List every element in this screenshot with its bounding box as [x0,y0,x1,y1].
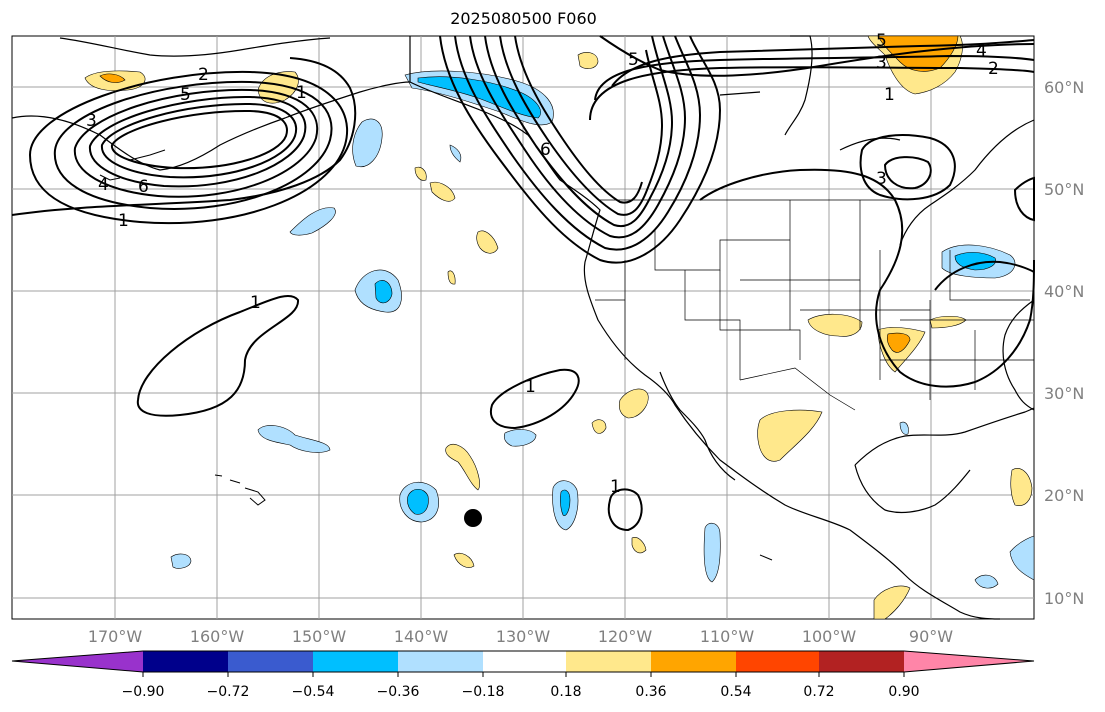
colorbar-segment [483,651,566,672]
contour-label: 3 [876,169,887,189]
lon-label: 140°W [394,627,449,646]
colorbar-segment [736,651,819,672]
lat-label: 50°N [1044,180,1084,199]
contour-label: 1 [525,377,536,397]
colorbar-segment [651,651,736,672]
lat-label: 30°N [1044,384,1084,403]
lon-label: 160°W [190,627,245,646]
location-marker [464,509,482,527]
colorbar-ticks [142,672,905,677]
colorbar-tick-label: −0.90 [122,684,165,700]
colorbar-extend-max [904,651,1034,672]
colorbar-tick-label: −0.54 [292,684,335,700]
contour-label: 3 [876,53,887,73]
contour-label: 1 [610,477,621,497]
contour-label: 1 [884,85,895,105]
contour-label: 5 [180,85,191,105]
colorbar-tick-label: 0.36 [635,684,666,700]
lon-label: 120°W [598,627,653,646]
contour-label: 5 [628,50,639,70]
colorbar-segment [819,651,904,672]
contour-label: 1 [118,211,129,231]
colorbar-tick-label: 0.54 [720,684,751,700]
lon-label: 150°W [292,627,347,646]
colorbar-tick-label: −0.18 [462,684,505,700]
lon-label: 100°W [802,627,857,646]
lon-label: 90°W [909,627,953,646]
colorbar-tick-label: 0.18 [550,684,581,700]
contour-label: 1 [296,83,307,103]
colorbar-segment [313,651,398,672]
lat-label: 10°N [1044,589,1084,608]
contour-label: 1 [250,293,261,313]
contour-label: 6 [540,140,551,160]
colorbar-segment [228,651,313,672]
contour-label: 6 [138,177,149,197]
lon-label: 130°W [496,627,551,646]
colorbar: −0.90 −0.72 −0.54 −0.36 −0.18 0.18 0.36 … [11,650,1035,700]
coastlines [11,35,1035,620]
lat-label: 20°N [1044,486,1084,505]
contour-label-group: 2 3 5 4 6 1 1 1 1 5 6 5 3 2 4 1 3 1 [86,31,999,497]
colorbar-tick-label: 0.72 [803,684,834,700]
islands [99,149,773,561]
lat-label: 40°N [1044,282,1084,301]
contour-label: 2 [198,65,209,85]
colorbar-segment [143,651,228,672]
map-title: 2025080500 F060 [450,9,597,28]
longitude-labels: 170°W 160°W 150°W 140°W 130°W 120°W 110°… [88,627,953,646]
colorbar-tick-labels: −0.90 −0.72 −0.54 −0.36 −0.18 0.18 0.36 … [122,684,920,700]
colorbar-segment [398,651,483,672]
contour-label: 3 [86,111,97,131]
colorbar-extend-min [12,651,143,672]
colorbar-tick-label: −0.72 [207,684,250,700]
contour-label: 4 [98,175,109,195]
contour-label: 2 [988,59,999,79]
contour-label: 4 [976,41,987,61]
contour-label: 5 [876,31,887,51]
lon-label: 170°W [88,627,143,646]
colorbar-tick-label: −0.36 [377,684,420,700]
latitude-labels: 60°N 50°N 40°N 30°N 20°N 10°N [1044,78,1084,608]
contour-lines [11,35,1035,532]
lat-label: 60°N [1044,78,1084,97]
state-borders [595,199,1034,411]
colorbar-tick-label: 0.90 [888,684,919,700]
colorbar-segment [566,651,651,672]
lon-label: 110°W [700,627,755,646]
